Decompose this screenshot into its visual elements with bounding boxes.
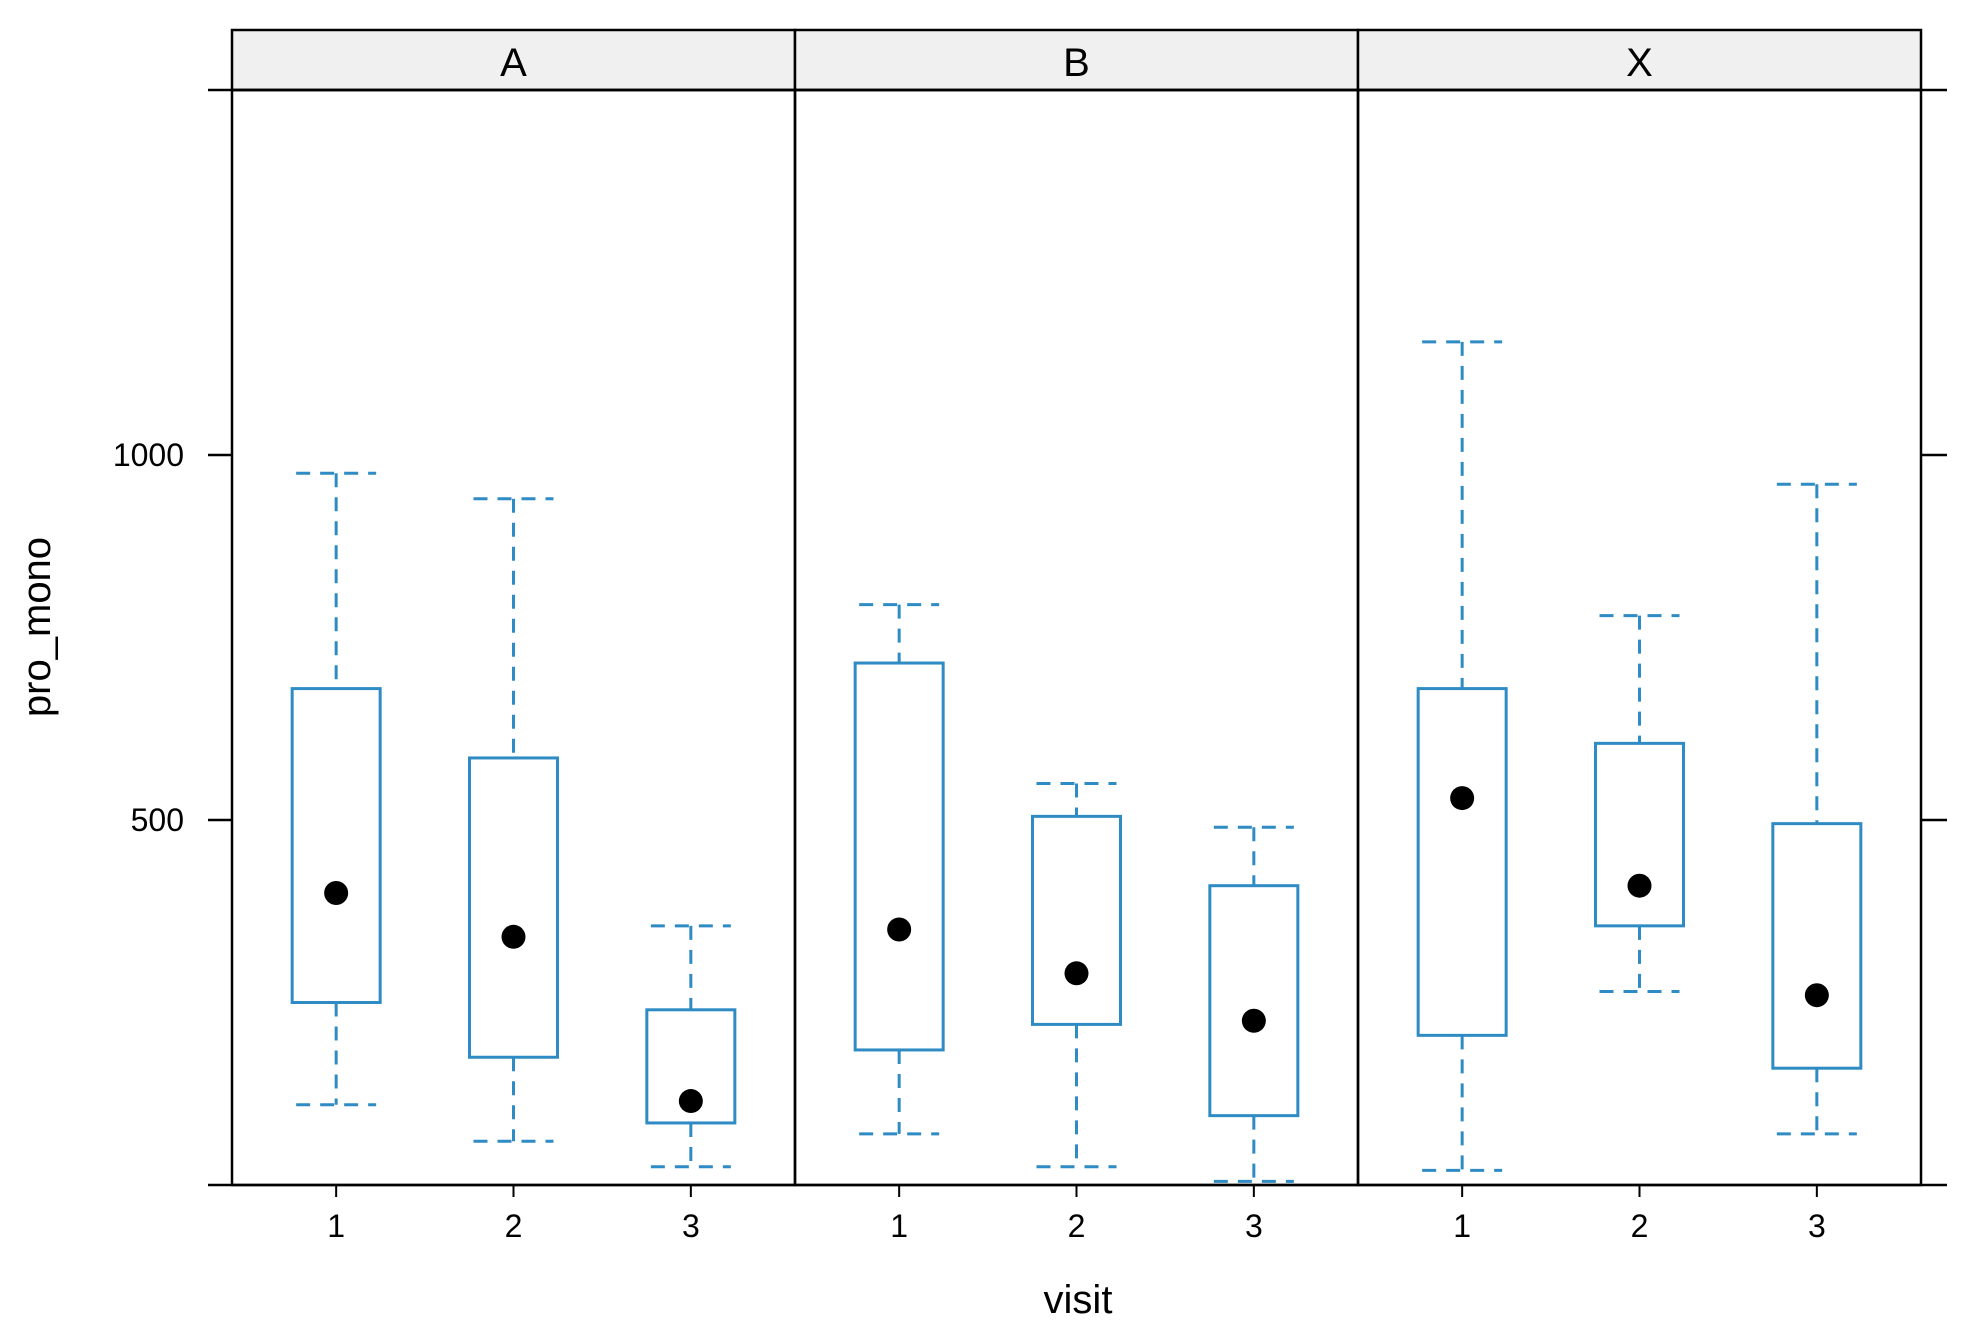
strip-label: A	[500, 41, 527, 85]
median-dot	[501, 924, 526, 949]
box-visit-1	[290, 471, 382, 1107]
median-dot	[1804, 983, 1829, 1008]
x-tick-label: 3	[1245, 1208, 1263, 1244]
strip-label: B	[1063, 41, 1090, 85]
strip-background	[1356, 28, 1923, 92]
box-visit-3	[1208, 825, 1300, 1183]
box-visit-2	[1031, 782, 1122, 1169]
median-dot	[1627, 873, 1652, 898]
box-visit-1	[853, 603, 945, 1136]
strip-label: X	[1626, 41, 1653, 85]
iqr-box	[1594, 741, 1685, 928]
box-visit-2	[468, 497, 559, 1143]
iqr-box	[1771, 822, 1863, 1070]
axes-layer: 500 1000	[113, 88, 1947, 1187]
median-dot	[1241, 1008, 1266, 1033]
x-tick-label: 1	[890, 1208, 908, 1244]
median-dot	[887, 917, 912, 942]
median-dot	[1450, 786, 1475, 811]
box-visit-1	[1416, 340, 1508, 1172]
strip-background	[230, 28, 797, 92]
median-dot	[1064, 961, 1089, 986]
median-dot	[678, 1089, 703, 1114]
panel-b: B 1 2 3	[793, 28, 1360, 1244]
x-axis-title: visit	[1044, 1278, 1113, 1322]
iqr-box	[853, 661, 945, 1052]
y-axis-title: pro_mono	[15, 537, 59, 717]
y-tick-label: 500	[131, 802, 184, 838]
box-visit-2	[1594, 614, 1685, 994]
iqr-box	[468, 756, 559, 1059]
box-visit-3	[645, 924, 737, 1169]
x-tick-label: 1	[327, 1208, 345, 1244]
iqr-box	[1416, 687, 1508, 1037]
panel-x: X 1 2 3	[1356, 28, 1923, 1244]
panel-a: A 1 2 3	[230, 28, 797, 1244]
iqr-box	[1208, 884, 1300, 1118]
y-tick-label: 1000	[113, 437, 184, 473]
x-tick-label: 3	[1808, 1208, 1826, 1244]
iqr-box	[1031, 814, 1122, 1026]
panels-layer: A 1 2 3 B 1 2 3 X 1 2 3	[230, 28, 1923, 1244]
x-tick-label: 2	[1068, 1208, 1086, 1244]
x-tick-label: 3	[682, 1208, 700, 1244]
x-tick-label: 2	[1631, 1208, 1649, 1244]
median-dot	[324, 881, 349, 905]
iqr-box	[290, 687, 382, 1004]
x-tick-label: 1	[1453, 1208, 1471, 1244]
box-visit-3	[1771, 482, 1863, 1136]
x-tick-label: 2	[505, 1208, 523, 1244]
